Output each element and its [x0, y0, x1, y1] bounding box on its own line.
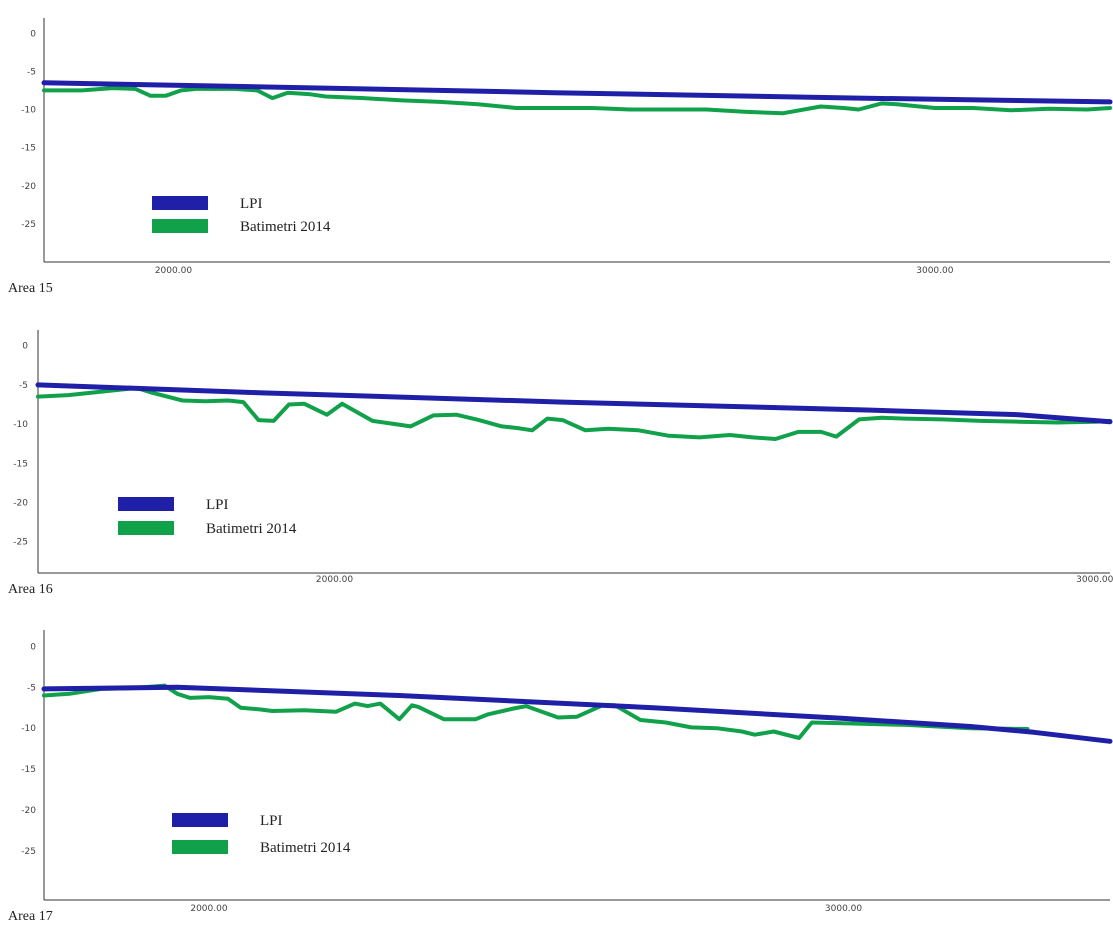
y-tick-label: -10: [21, 724, 36, 734]
batimetri-series-line: [42, 86, 1112, 116]
legend-swatch-lpi: [172, 813, 228, 827]
legend-swatch-batimetri: [152, 219, 208, 233]
y-tick-label: -15: [21, 144, 36, 154]
y-tick-label: -20: [13, 498, 28, 508]
legend-label-batimetri: Batimetri 2014: [206, 521, 297, 537]
batimetri-series-line: [42, 683, 1030, 740]
y-tick-label: -5: [27, 683, 36, 693]
y-tick-label: -10: [21, 106, 36, 116]
lpi-series-line: [35, 382, 1113, 425]
x-tick-label: 2000.00: [190, 904, 227, 914]
lpi-series-line: [41, 684, 1113, 744]
y-tick-label: -10: [13, 420, 28, 430]
y-tick-label: -20: [21, 182, 36, 192]
legend-label-batimetri: Batimetri 2014: [260, 840, 351, 856]
legend-swatch-lpi: [152, 196, 208, 210]
batimetri-series-line: [36, 386, 1112, 441]
y-tick-label: -5: [27, 67, 36, 77]
legend-swatch-lpi: [118, 497, 174, 511]
legend-swatch-batimetri: [172, 840, 228, 854]
y-tick-label: 0: [22, 342, 28, 352]
y-tick-label: -5: [19, 381, 28, 391]
y-tick-label: -15: [21, 765, 36, 775]
y-tick-label: -25: [13, 538, 28, 548]
x-tick-label: 2000.00: [155, 266, 192, 276]
x-tick-label: 3000.00: [916, 266, 953, 276]
chart-title: Area 16: [8, 582, 53, 597]
y-tick-label: 0: [30, 642, 36, 652]
y-tick-label: -20: [21, 806, 36, 816]
legend-swatch-batimetri: [118, 521, 174, 535]
x-tick-label: 3000.00: [825, 904, 862, 914]
y-tick-label: -25: [21, 847, 36, 857]
legend-label-batimetri: Batimetri 2014: [240, 219, 331, 235]
y-tick-label: -15: [13, 459, 28, 469]
legend-label-lpi: LPI: [240, 196, 263, 212]
legend-label-lpi: LPI: [206, 497, 229, 513]
chart-title: Area 17: [8, 909, 53, 924]
lpi-series-line: [41, 80, 1113, 105]
y-tick-label: 0: [30, 29, 36, 39]
x-tick-label: 3000.00: [1076, 575, 1113, 585]
x-tick-label: 2000.00: [316, 575, 353, 585]
chart-title: Area 15: [8, 281, 53, 296]
y-tick-label: -25: [21, 220, 36, 230]
legend-label-lpi: LPI: [260, 813, 283, 829]
